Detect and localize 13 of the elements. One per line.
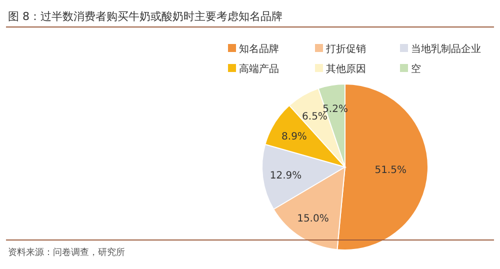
data-label: 51.5% (374, 165, 406, 176)
legend-label: 当地乳制品企业 (411, 43, 481, 55)
legend-label: 高端产品 (239, 63, 279, 75)
data-label: 12.9% (270, 170, 302, 182)
legend-label: 其他原因 (326, 63, 366, 75)
chart-title: 图 8：过半数消费者购买牛奶或酸奶时主要考虑知名品牌 (8, 10, 282, 23)
legend-label: 知名品牌 (239, 43, 279, 55)
data-label: 15.0% (297, 213, 329, 224)
legend-label: 打折促销 (325, 43, 366, 55)
legend-label: 空 (411, 63, 421, 75)
text: 资料来源：问卷调查，研究所 (8, 247, 125, 258)
data-label: 8.9% (282, 131, 307, 142)
data-label: 6.5% (302, 111, 328, 122)
